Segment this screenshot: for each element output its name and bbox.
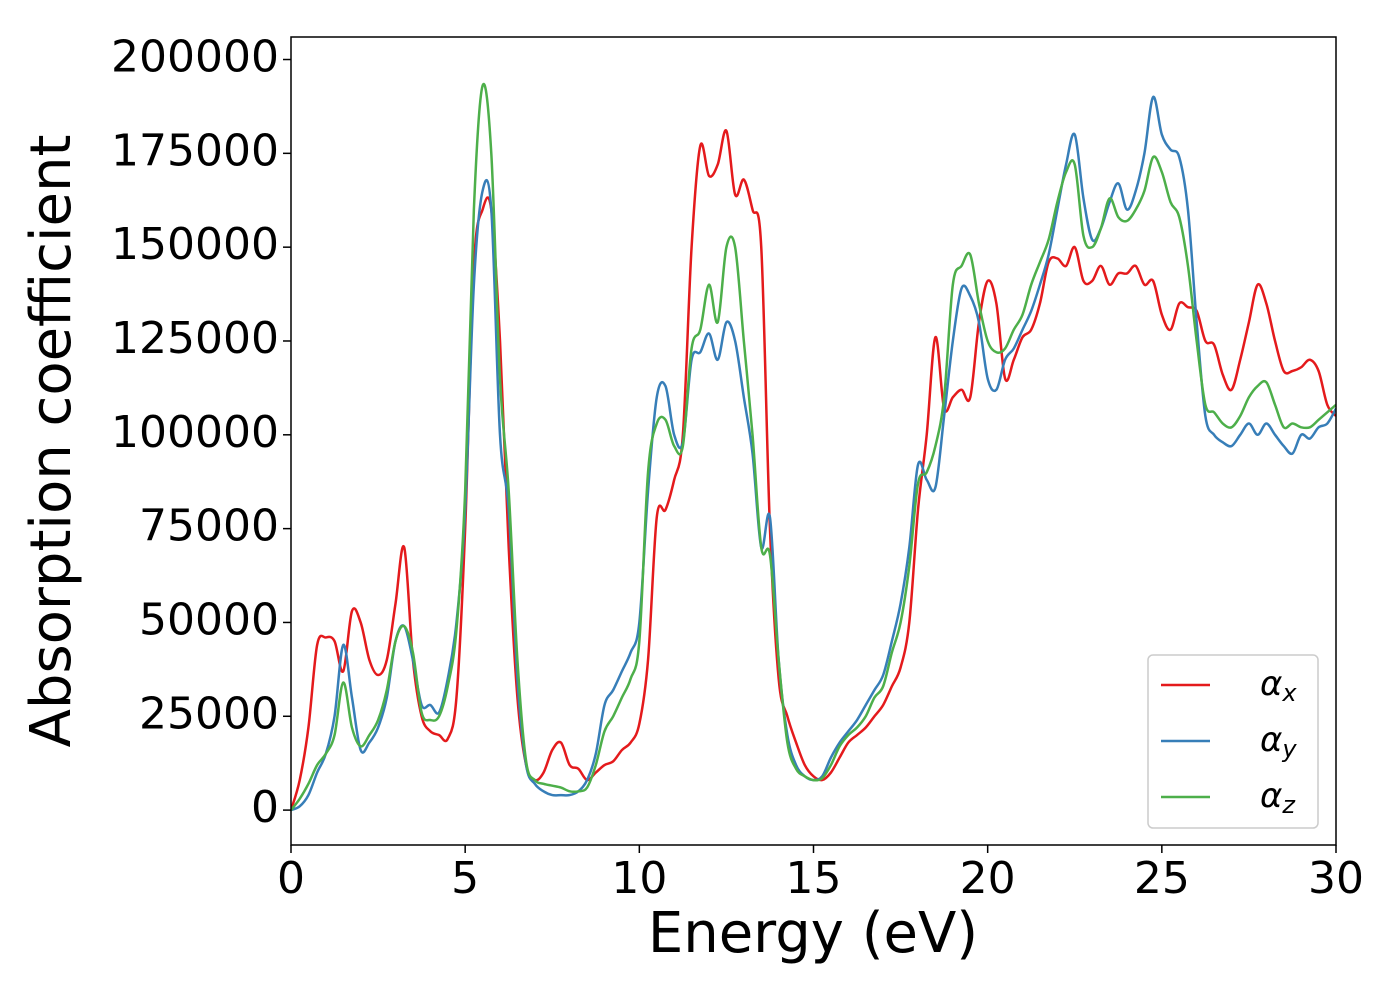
legend: αx αy αz: [1147, 654, 1319, 829]
y-axis-label: Absorption coefficient: [19, 135, 84, 748]
x-tick-label: 15: [786, 853, 842, 904]
y-tick-label: 50000: [139, 594, 279, 645]
series-line: [291, 82, 1336, 811]
y-tick-label: 75000: [139, 501, 279, 552]
y-tick-label: 100000: [111, 407, 279, 458]
legend-label: αx: [1260, 664, 1297, 708]
legend-label: αz: [1260, 776, 1296, 820]
x-tick-label: 5: [451, 853, 479, 904]
y-tick-label: 125000: [111, 313, 279, 364]
y-tick-label: 150000: [111, 219, 279, 270]
x-tick-label: 0: [277, 853, 305, 904]
series-line: [291, 95, 1336, 812]
x-tick-label: 30: [1308, 853, 1364, 904]
x-tick-label: 10: [611, 853, 667, 904]
x-axis-label: Energy (eV): [648, 901, 978, 966]
legend-box: [1147, 654, 1319, 829]
plot-frame: [290, 36, 1337, 846]
y-tick-label: 25000: [139, 688, 279, 739]
legend-label: αy: [1260, 720, 1297, 764]
x-tick-label: 20: [960, 853, 1016, 904]
x-tick-label: 25: [1134, 853, 1190, 904]
y-tick-label: 0: [251, 782, 279, 833]
y-tick-label: 175000: [111, 125, 279, 176]
y-tick-label: 200000: [111, 32, 279, 83]
